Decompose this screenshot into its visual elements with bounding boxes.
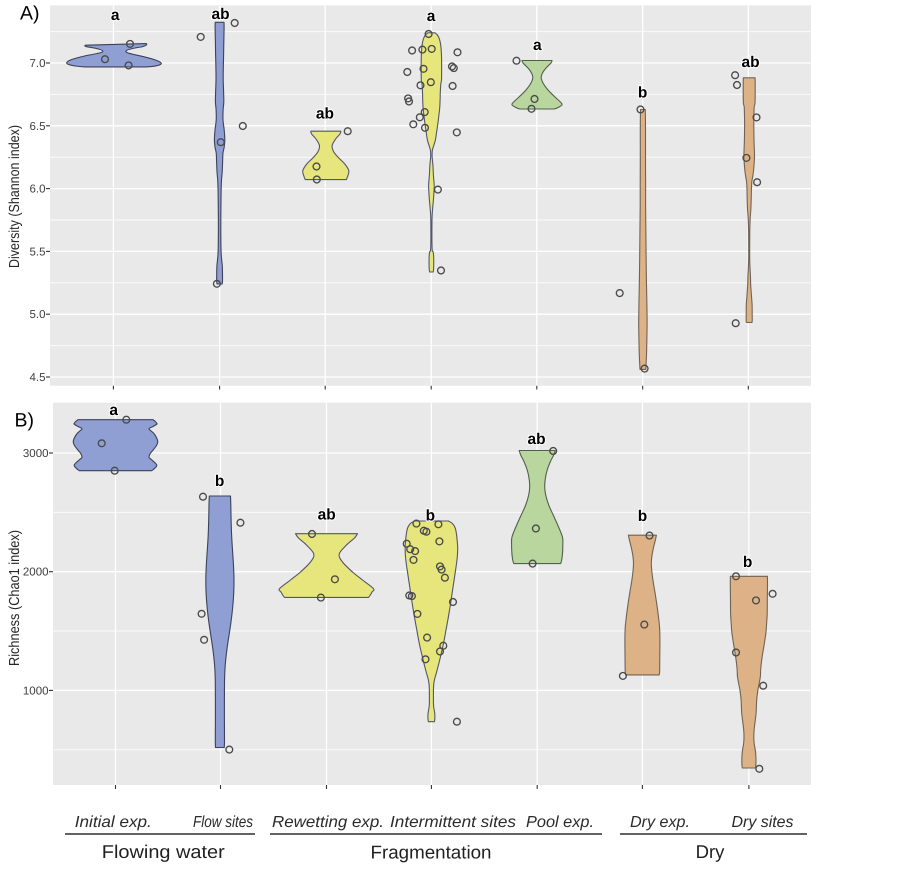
svg-text:Flow sites: Flow sites: [193, 814, 253, 831]
svg-text:b: b: [638, 508, 647, 525]
svg-text:A): A): [20, 3, 40, 25]
svg-text:a: a: [109, 402, 118, 419]
svg-text:Rewetting exp.: Rewetting exp.: [272, 814, 384, 831]
svg-text:ab: ab: [742, 54, 760, 71]
svg-text:5.5: 5.5: [30, 246, 46, 258]
svg-text:ab: ab: [211, 6, 229, 23]
svg-text:Dry exp.: Dry exp.: [630, 814, 690, 831]
svg-text:b: b: [426, 507, 435, 524]
svg-text:Dry sites: Dry sites: [732, 814, 794, 831]
svg-text:Diversity (Shannon index): Diversity (Shannon index): [7, 125, 23, 268]
svg-text:a: a: [111, 7, 120, 24]
svg-text:Fragmentation: Fragmentation: [371, 842, 492, 863]
svg-text:a: a: [533, 37, 542, 54]
svg-text:4.5: 4.5: [30, 372, 46, 384]
svg-text:6.0: 6.0: [30, 184, 46, 196]
svg-text:b: b: [215, 473, 224, 490]
svg-text:Pool exp.: Pool exp.: [526, 814, 594, 831]
svg-text:5.0: 5.0: [30, 309, 46, 321]
svg-text:Dry: Dry: [696, 841, 726, 862]
svg-text:Initial exp.: Initial exp.: [75, 814, 152, 831]
svg-text:a: a: [427, 8, 436, 25]
svg-text:Intermittent sites: Intermittent sites: [390, 814, 516, 831]
svg-text:Flowing water: Flowing water: [102, 841, 225, 862]
svg-text:ab: ab: [318, 507, 336, 524]
svg-text:1000: 1000: [23, 685, 49, 697]
svg-text:B): B): [15, 410, 35, 432]
svg-text:2000: 2000: [23, 567, 49, 579]
svg-text:b: b: [743, 554, 752, 571]
svg-text:Richness (Chao1 index): Richness (Chao1 index): [7, 530, 23, 666]
svg-text:ab: ab: [316, 105, 334, 122]
svg-text:7.0: 7.0: [30, 58, 46, 70]
svg-text:b: b: [638, 85, 647, 102]
svg-text:ab: ab: [527, 431, 545, 448]
svg-text:3000: 3000: [23, 448, 49, 460]
svg-text:6.5: 6.5: [30, 121, 46, 133]
